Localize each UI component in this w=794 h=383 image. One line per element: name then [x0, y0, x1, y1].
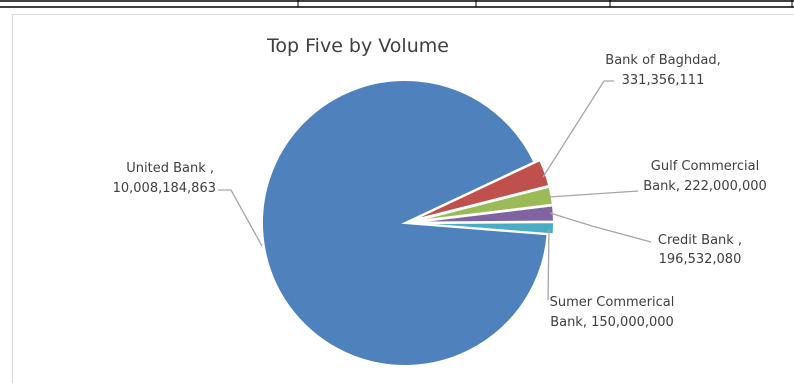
data-label-value-sumer-commerical: Bank, 150,000,000	[550, 315, 674, 330]
data-label-value-united-bank: 10,008,184,863	[113, 181, 216, 196]
leader-line-sumer-commerical	[547, 228, 550, 301]
data-label-name-united-bank: United Bank ,	[126, 161, 214, 176]
data-label-bank-of-baghdad: Bank of Baghdad, 331,356,111	[605, 53, 720, 88]
data-label-value-bank-of-baghdad: 331,356,111	[622, 73, 705, 88]
data-label-name-credit-bank: Credit Bank ,	[658, 233, 742, 248]
data-label-united-bank: United Bank , 10,008,184,863	[113, 161, 216, 196]
data-label-value-credit-bank: 196,532,080	[659, 252, 742, 267]
data-label-name-sumer-commerical: Sumer Commerical	[550, 295, 675, 310]
leader-lines	[218, 80, 652, 301]
leader-line-united-bank	[218, 189, 263, 247]
leader-line-credit-bank	[549, 212, 652, 243]
data-label-value-gulf-commercial: Bank, 222,000,000	[643, 179, 767, 194]
data-label-credit-bank: Credit Bank , 196,532,080	[658, 233, 742, 267]
data-label-gulf-commercial: Gulf Commercial Bank, 222,000,000	[643, 159, 767, 194]
data-label-name-gulf-commercial: Gulf Commercial	[651, 159, 759, 174]
pie-slice-sumer-commerical	[410, 221, 555, 236]
table-border-remnant	[0, 0, 794, 8]
data-label-sumer-commerical: Sumer Commerical Bank, 150,000,000	[550, 295, 675, 330]
leader-line-bank-of-baghdad	[542, 80, 614, 178]
data-label-name-bank-of-baghdad: Bank of Baghdad,	[605, 53, 720, 68]
chart-title: Top Five by Volume	[266, 35, 449, 57]
leader-line-gulf-commercial	[548, 190, 639, 198]
pie-slice-united-bank	[261, 79, 549, 367]
